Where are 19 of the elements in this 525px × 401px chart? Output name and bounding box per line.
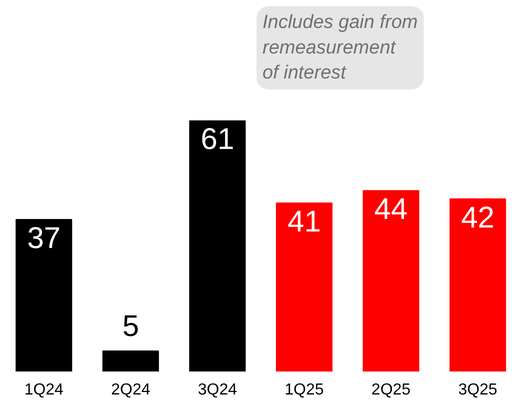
bar [276, 202, 332, 372]
bar [189, 120, 246, 372]
data-label: 42 [461, 201, 494, 234]
data-label: 61 [200, 123, 234, 156]
data-label: 41 [288, 205, 321, 238]
bar [362, 190, 420, 372]
data-label: 37 [27, 222, 61, 255]
bar [16, 218, 72, 372]
data-label: 44 [374, 193, 408, 226]
x-tick-label: 1Q24 [24, 382, 64, 398]
x-tick-label: 3Q25 [458, 382, 498, 398]
x-tick-label: 2Q25 [371, 382, 411, 398]
x-tick-label: 1Q25 [284, 382, 324, 398]
x-tick-label: 2Q24 [111, 382, 150, 398]
data-label: 5 [122, 310, 140, 344]
bar [450, 198, 506, 372]
x-tick-label: 3Q24 [198, 382, 238, 398]
text: Includes gain from remeasurement of interest [262, 12, 418, 84]
bar [102, 350, 159, 372]
